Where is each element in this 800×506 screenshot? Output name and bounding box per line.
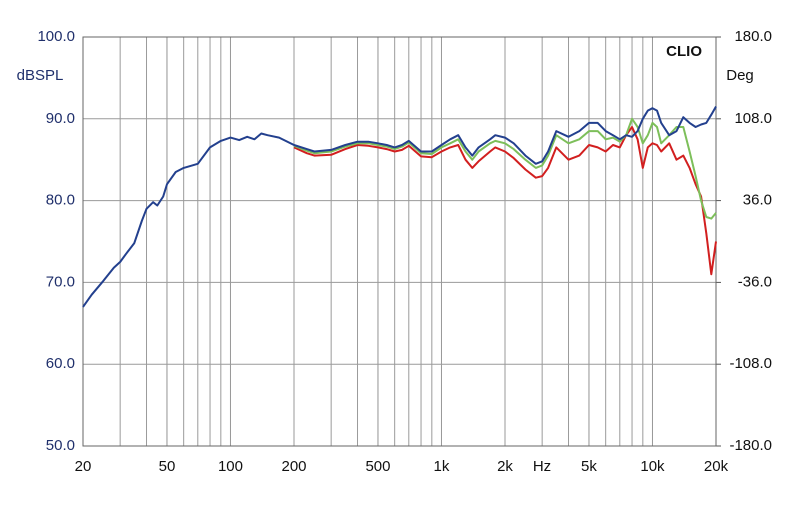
y-tick-label: 90.0 [46,110,75,127]
series-line [293,126,717,276]
y-tick-label: 80.0 [46,192,75,209]
series-line [293,117,717,220]
y2-tick-label: 108.0 [734,110,772,127]
y2-axis-label: Deg [726,67,754,84]
x-tick-label: 100 [218,458,243,475]
y2-tick-label: -108.0 [729,355,772,372]
y-axis-label: dBSPL [17,67,64,84]
x-tick-label: 2k [497,458,513,475]
x-tick-label: 1k [434,458,450,475]
y2-tick-label: 180.0 [734,28,772,45]
x-tick-label: 500 [365,458,390,475]
y2-tick-label: -180.0 [729,437,772,454]
y-tick-label: 100.0 [37,28,75,45]
y2-tick-label: -36.0 [738,273,772,290]
x-tick-label: 20k [704,458,729,475]
x-tick-label: 5k [581,458,597,475]
x-axis-label: Hz [533,458,551,475]
x-tick-label: 50 [159,458,176,475]
y2-tick-label: 36.0 [743,192,772,209]
y-tick-label: 50.0 [46,437,75,454]
series-line [82,106,717,308]
annotation: CLIO [666,43,702,60]
x-tick-label: 200 [281,458,306,475]
x-tick-label: 10k [640,458,665,475]
y-tick-label: 70.0 [46,273,75,290]
y-tick-label: 60.0 [46,355,75,372]
x-tick-label: 20 [75,458,92,475]
